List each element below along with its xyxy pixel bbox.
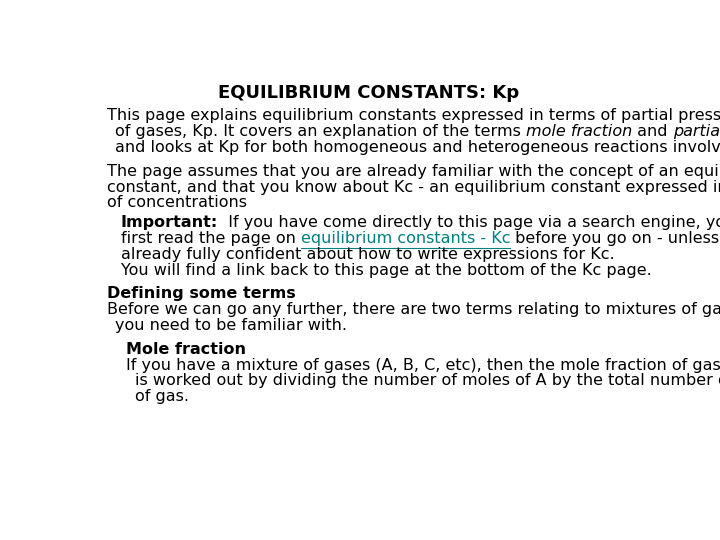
Text: of concentrations: of concentrations bbox=[107, 195, 247, 211]
Text: EQUILIBRIUM CONSTANTS: Kp: EQUILIBRIUM CONSTANTS: Kp bbox=[218, 84, 520, 102]
Text: first read the page on: first read the page on bbox=[121, 231, 301, 246]
Text: equilibrium constants - Kc: equilibrium constants - Kc bbox=[301, 231, 510, 246]
Text: partial pressure: partial pressure bbox=[673, 124, 720, 139]
Text: already fully confident about how to write expressions for Kc.: already fully confident about how to wri… bbox=[121, 247, 614, 262]
Text: constant, and that you know about Kc - an equilibrium constant expressed in term: constant, and that you know about Kc - a… bbox=[107, 180, 720, 194]
Text: before you go on - unless you are: before you go on - unless you are bbox=[510, 231, 720, 246]
Text: Before we can go any further, there are two terms relating to mixtures of gases : Before we can go any further, there are … bbox=[107, 302, 720, 317]
Text: Defining some terms: Defining some terms bbox=[107, 286, 295, 301]
Text: mole fraction: mole fraction bbox=[526, 124, 632, 139]
Text: If you have a mixture of gases (A, B, C, etc), then the mole fraction of gas A: If you have a mixture of gases (A, B, C,… bbox=[126, 357, 720, 373]
Text: is worked out by dividing the number of moles of A by the total number of moles: is worked out by dividing the number of … bbox=[135, 373, 720, 388]
Text: and looks at Kp for both homogeneous and heterogeneous reactions involving gases: and looks at Kp for both homogeneous and… bbox=[115, 140, 720, 155]
Text: of gas.: of gas. bbox=[135, 389, 189, 404]
Text: The page assumes that you are already familiar with the concept of an equilibriu: The page assumes that you are already fa… bbox=[107, 164, 720, 179]
Text: of gases, Kp. It covers an explanation of the terms: of gases, Kp. It covers an explanation o… bbox=[115, 124, 526, 139]
Text: you need to be familiar with.: you need to be familiar with. bbox=[115, 318, 347, 333]
Text: If you have come directly to this page via a search engine, you should: If you have come directly to this page v… bbox=[218, 215, 720, 231]
Text: This page explains equilibrium constants expressed in terms of partial pressures: This page explains equilibrium constants… bbox=[107, 109, 720, 124]
Text: Mole fraction: Mole fraction bbox=[126, 342, 246, 357]
Text: You will find a link back to this page at the bottom of the Kc page.: You will find a link back to this page a… bbox=[121, 263, 652, 278]
Text: Important:: Important: bbox=[121, 215, 218, 231]
Text: and: and bbox=[632, 124, 673, 139]
